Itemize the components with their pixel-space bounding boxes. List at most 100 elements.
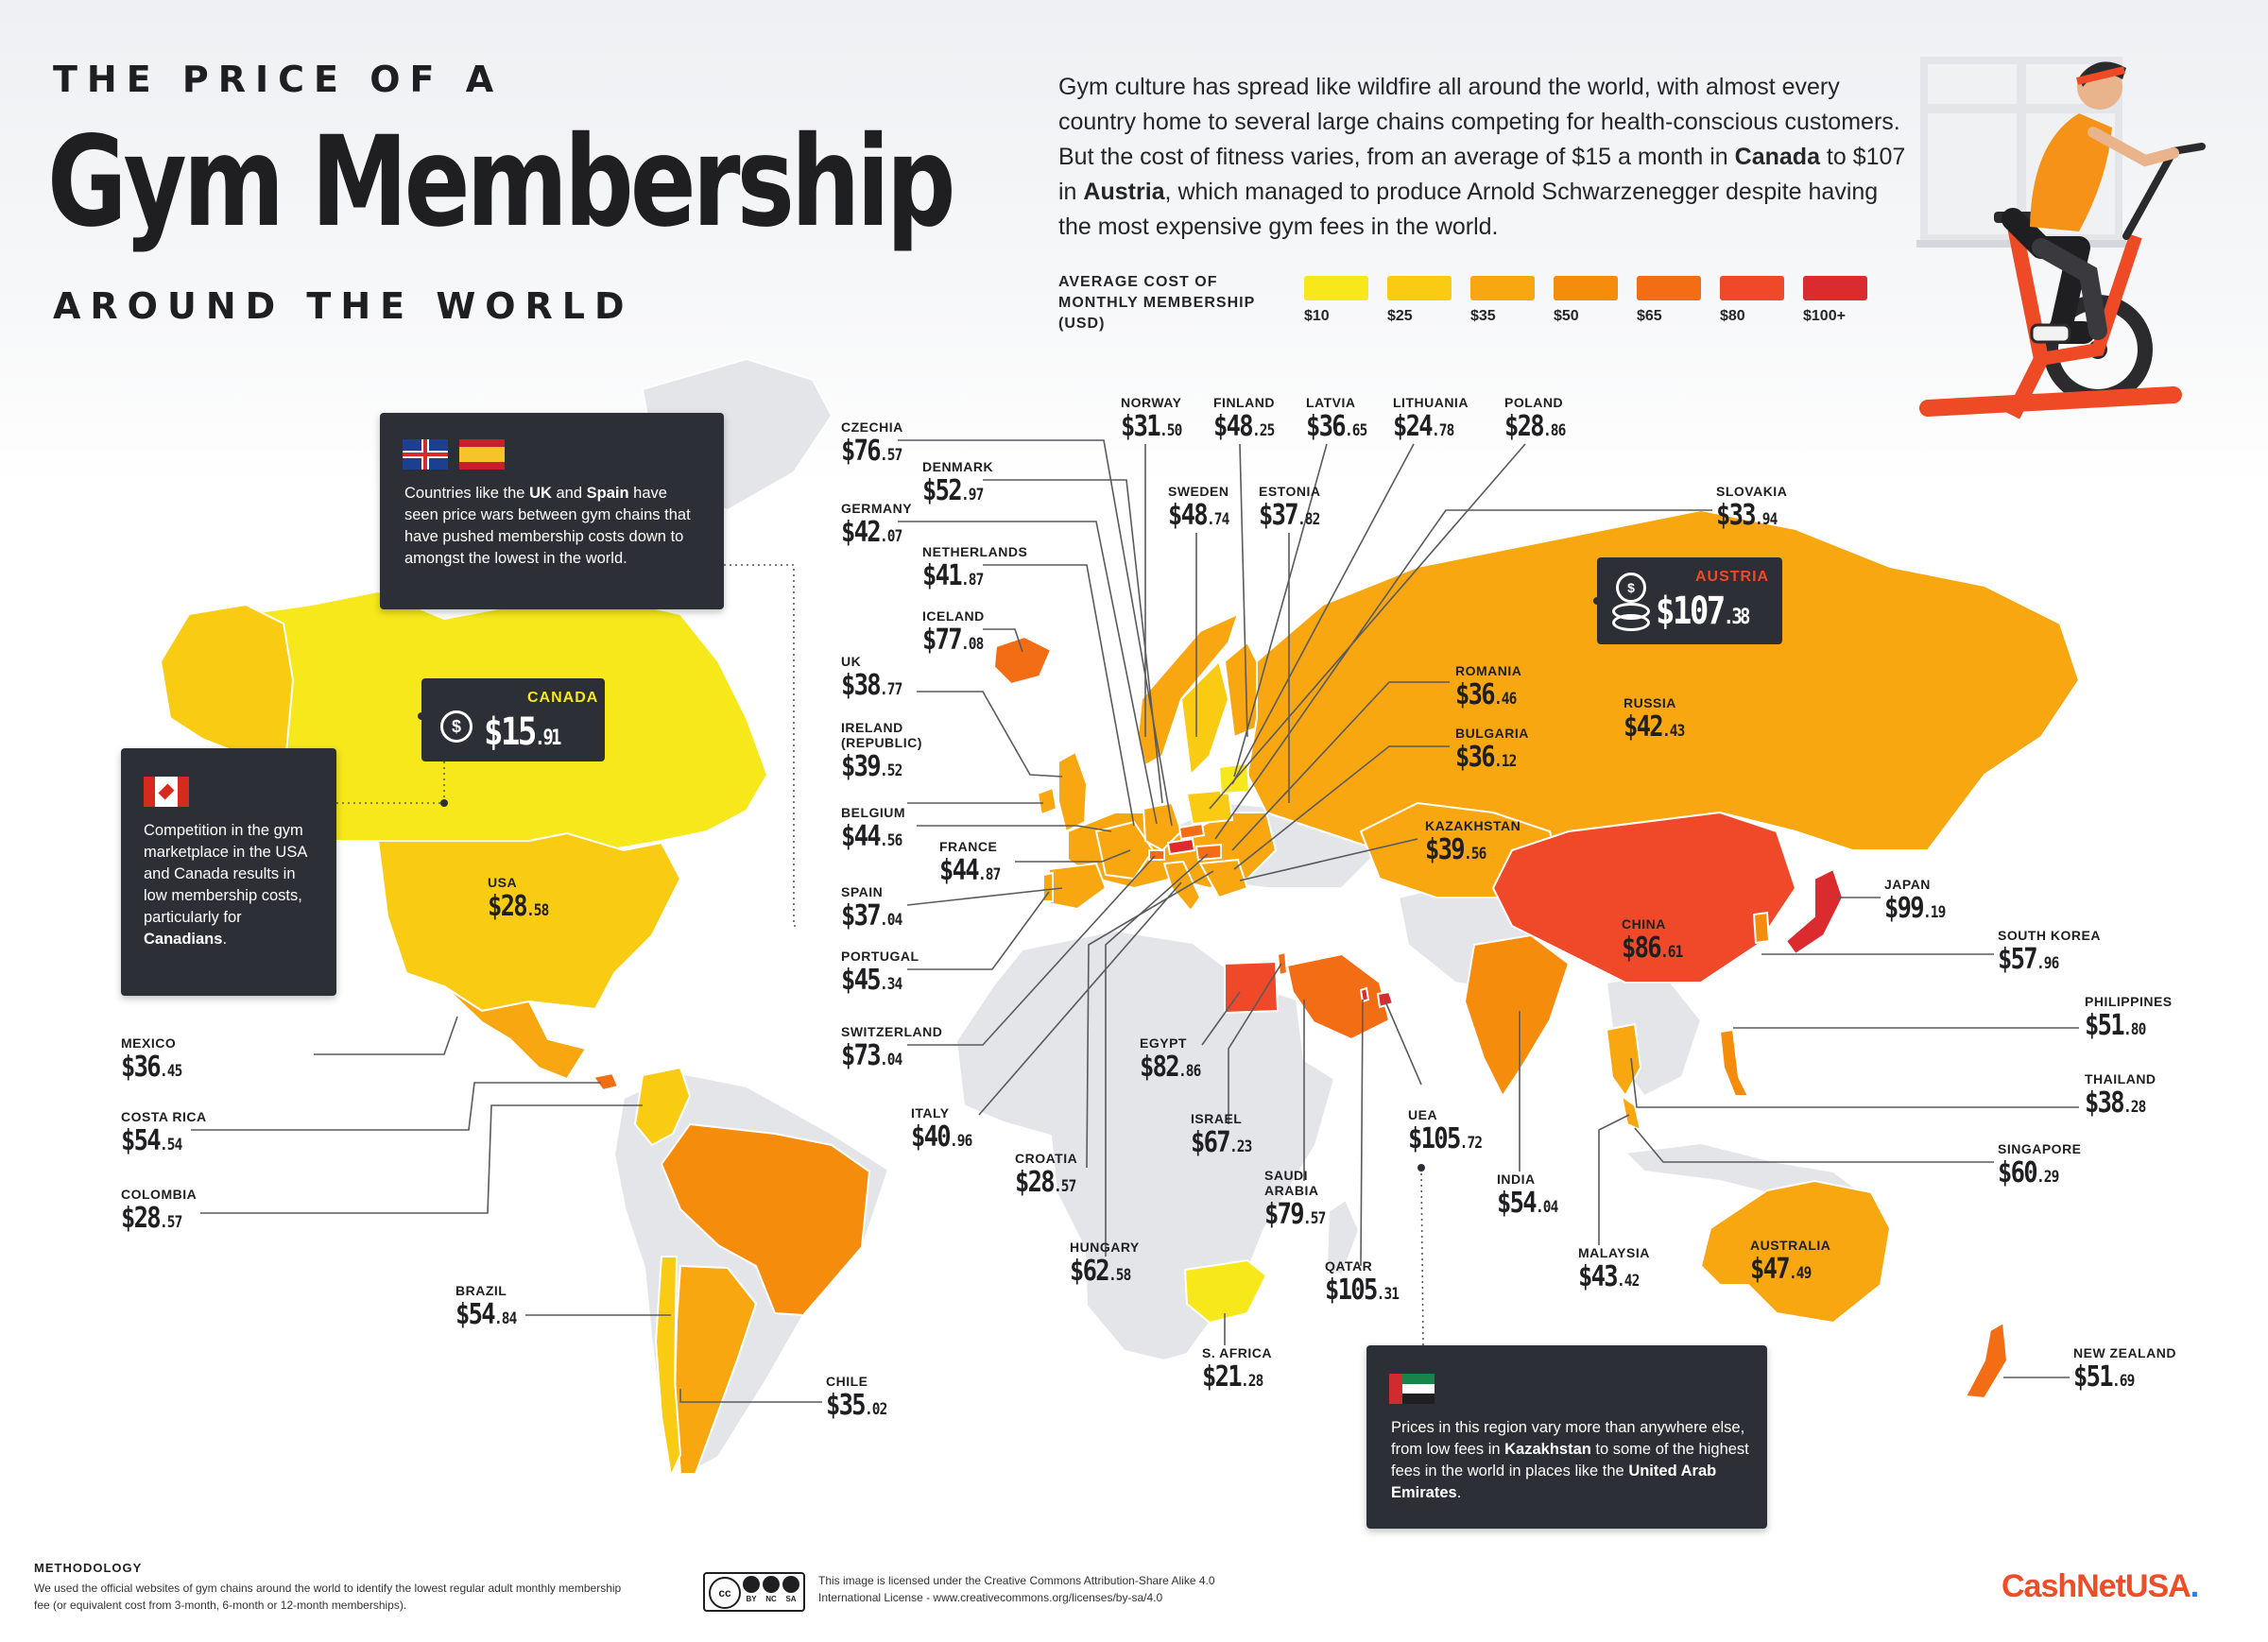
price-dollars: $28 bbox=[488, 890, 528, 923]
leader-line bbox=[1209, 443, 1526, 810]
ireland-shape bbox=[1036, 786, 1058, 816]
legend-swatch bbox=[1637, 276, 1701, 300]
price-dollars: $42 bbox=[841, 516, 882, 549]
south-korea-shape bbox=[1752, 911, 1771, 945]
country-name: POLAND bbox=[1504, 395, 1564, 410]
leader-line bbox=[1228, 963, 1282, 1124]
country-name: BELGIUM bbox=[841, 805, 906, 820]
legend-swatch bbox=[1304, 276, 1368, 300]
country-label-denmark: DENMARK $52.97 bbox=[922, 459, 994, 512]
price-dollars: $105 bbox=[1325, 1274, 1378, 1307]
country-label-uk: UK $38.77 bbox=[841, 654, 913, 707]
methodology-text: We used the official websites of gym cha… bbox=[34, 1582, 622, 1612]
country-label-israel: ISRAEL $67.23 bbox=[1191, 1111, 1263, 1164]
legend-label: $25 bbox=[1387, 308, 1413, 324]
country-name: THAILAND bbox=[2085, 1071, 2156, 1086]
country-price: $48.25 bbox=[1213, 410, 1275, 448]
uk-spain-callout-text: Countries like the UK and Spain have see… bbox=[404, 485, 691, 567]
price-dollars: $36 bbox=[1455, 741, 1496, 774]
page-title: Gym Membership bbox=[47, 110, 956, 255]
country-label-switzerland: SWITZERLAND $73.04 bbox=[841, 1024, 942, 1077]
country-name: GERMANY bbox=[841, 501, 913, 516]
australia-shape bbox=[1699, 1179, 1892, 1325]
uae-callout-text: Prices in this region vary more than any… bbox=[1391, 1419, 1749, 1501]
uae-flag-icon bbox=[1389, 1374, 1435, 1404]
price-cents: .25 bbox=[1251, 421, 1275, 440]
leader-line bbox=[1201, 991, 1241, 1046]
leader-line bbox=[917, 691, 1063, 778]
country-name: CZECHIA bbox=[841, 419, 903, 435]
country-price: $105.72 bbox=[1408, 1122, 1483, 1160]
switzerland-shape bbox=[1148, 849, 1165, 861]
price-dollars: $39 bbox=[1425, 833, 1466, 866]
price-cents: .07 bbox=[879, 527, 902, 546]
price-cents: .96 bbox=[2036, 954, 2059, 973]
country-label-norway: NORWAY $31.50 bbox=[1121, 395, 1193, 448]
price-cents: .57 bbox=[1053, 1177, 1076, 1196]
leader-line bbox=[1384, 1001, 1422, 1086]
usa-shape bbox=[376, 831, 682, 1013]
price-cents: .34 bbox=[879, 975, 902, 994]
country-price: $44.87 bbox=[939, 854, 1001, 892]
dotted-leader bbox=[1420, 1167, 1424, 1346]
country-name: DENMARK bbox=[922, 459, 994, 474]
czechia-shape bbox=[1177, 822, 1206, 841]
country-label-australia: AUSTRALIA $47.49 bbox=[1750, 1238, 1830, 1291]
country-price: $39.52 bbox=[841, 750, 921, 788]
country-name: AUSTRALIA bbox=[1750, 1238, 1831, 1253]
country-label-poland: POLAND $28.86 bbox=[1504, 395, 1576, 448]
country-name: SPAIN bbox=[841, 884, 884, 899]
country-name: PORTUGAL bbox=[841, 949, 919, 964]
price-dollars: $82 bbox=[1140, 1051, 1180, 1084]
colombia-shape bbox=[633, 1066, 692, 1147]
price-cents: .86 bbox=[1542, 421, 1566, 440]
uae-callout: Prices in this region vary more than any… bbox=[1366, 1345, 1767, 1529]
country-name: BULGARIA bbox=[1455, 726, 1529, 741]
legend-item: $80 bbox=[1720, 276, 1784, 325]
canada-tag-value: $15.91 bbox=[484, 710, 561, 754]
country-price: $45.34 bbox=[841, 964, 907, 1001]
leader-line bbox=[1360, 999, 1364, 1267]
country-price: $33.94 bbox=[1716, 499, 1778, 537]
brand-logo: CashNetUSA. bbox=[2002, 1568, 2199, 1604]
price-cents: .28 bbox=[2122, 1098, 2146, 1117]
legend-swatch bbox=[1554, 276, 1618, 300]
country-price: $28.86 bbox=[1504, 410, 1566, 448]
price-cents: .86 bbox=[1177, 1062, 1201, 1081]
price-dollars: $86 bbox=[1622, 932, 1662, 965]
country-label-brazil: BRAZIL $54.84 bbox=[455, 1283, 527, 1336]
price-cents: .74 bbox=[1206, 510, 1229, 529]
sweden-shape bbox=[1179, 659, 1230, 778]
country-name: SOUTH KOREA bbox=[1998, 928, 2101, 943]
leader-dot bbox=[1418, 1164, 1425, 1172]
country-label-russia: RUSSIA $42.43 bbox=[1624, 695, 1695, 748]
leader-line bbox=[906, 887, 1063, 906]
country-label-india: INDIA $54.04 bbox=[1497, 1172, 1569, 1224]
leader-line bbox=[907, 891, 1050, 970]
country-name: QATAR bbox=[1325, 1258, 1373, 1274]
price-cents: .78 bbox=[1431, 421, 1454, 440]
country-name: NETHERLANDS bbox=[922, 544, 1028, 559]
price-dollars: $43 bbox=[1578, 1260, 1619, 1293]
price-cents: .61 bbox=[1659, 943, 1683, 962]
legend-title: AVERAGE COST OF MONTHLY MEMBERSHIP (USD) bbox=[1058, 274, 1255, 332]
country-label-czechia: CZECHIA $76.57 bbox=[841, 419, 913, 472]
price-cents: .04 bbox=[1535, 1198, 1558, 1217]
country-label-ireland-republic: IRELAND (REPUBLIC) $39.52 bbox=[841, 720, 936, 788]
price-dollars: $79 bbox=[1264, 1198, 1305, 1231]
price-cents: .94 bbox=[1754, 510, 1778, 529]
price-dollars: $33 bbox=[1716, 499, 1757, 532]
price-cents: .57 bbox=[159, 1213, 182, 1232]
country-label-spain: SPAIN $37.04 bbox=[841, 884, 913, 937]
legend-swatch bbox=[1720, 276, 1784, 300]
austria-tag: $ AUSTRIA $107.38 bbox=[1597, 557, 1782, 644]
country-name: BRAZIL bbox=[455, 1283, 507, 1298]
country-label-costa-rica: COSTA RICA $54.54 bbox=[121, 1109, 207, 1162]
country-name: SWITZERLAND bbox=[841, 1024, 943, 1039]
legend-swatch bbox=[1803, 276, 1867, 300]
leader-line bbox=[983, 628, 1023, 653]
price-dollars: $67 bbox=[1191, 1126, 1231, 1159]
country-price: $39.56 bbox=[1425, 833, 1506, 871]
price-dollars: $38 bbox=[2085, 1086, 2125, 1120]
country-label-romania: ROMANIA $36.46 bbox=[1455, 663, 1527, 716]
